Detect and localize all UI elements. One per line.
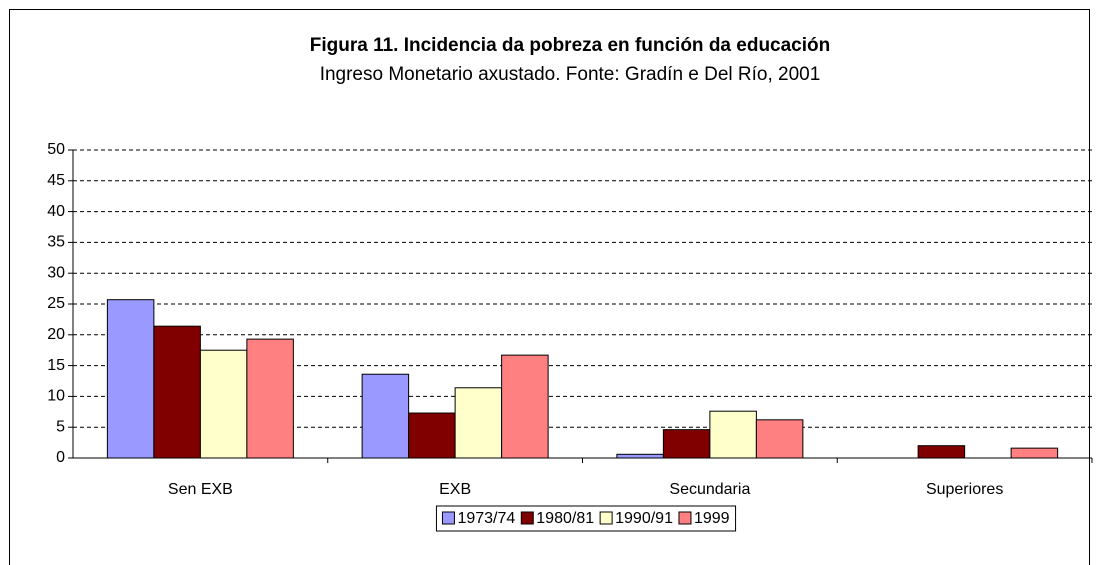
chart-subtitle: Ingreso Monetario axustado. Fonte: Gradí… <box>320 64 821 85</box>
bar <box>1010 447 1059 459</box>
bar <box>616 453 664 459</box>
legend-label: 1990/91 <box>615 510 673 527</box>
bar <box>408 412 456 459</box>
legend-swatch <box>520 511 534 525</box>
y-tick-label: 50 <box>47 141 65 158</box>
bar <box>755 419 804 459</box>
bar <box>709 410 757 459</box>
chart-frame <box>9 9 1090 565</box>
bar <box>199 349 248 459</box>
y-tick-label: 15 <box>47 357 65 374</box>
bar <box>106 299 155 459</box>
chart-title: Figura 11. Incidencia da pobreza en func… <box>310 35 831 56</box>
legend-label: 1980/81 <box>536 510 594 527</box>
y-tick-label: 40 <box>47 203 65 220</box>
legend-swatch <box>678 511 692 525</box>
bar <box>454 387 503 459</box>
bar <box>246 338 294 459</box>
y-tick-label: 20 <box>47 326 65 343</box>
y-tick-label: 35 <box>47 234 65 251</box>
x-tick-label: EXB <box>439 481 471 498</box>
y-tick-label: 0 <box>56 449 65 466</box>
legend-swatch <box>599 511 613 525</box>
legend-label: 1973/74 <box>457 510 515 527</box>
bar <box>361 373 410 459</box>
y-tick-label: 30 <box>47 264 65 281</box>
y-tick-label: 10 <box>47 388 65 405</box>
legend-swatch <box>441 511 455 525</box>
y-tick-label: 25 <box>47 295 65 312</box>
bar <box>917 445 966 459</box>
y-tick-label: 45 <box>47 172 65 189</box>
bar <box>501 354 549 459</box>
y-tick-label: 5 <box>56 418 65 435</box>
x-tick-label: Secundaria <box>669 481 750 498</box>
x-tick-label: Superiores <box>926 481 1003 498</box>
legend-label: 1999 <box>694 510 730 527</box>
bar <box>153 325 201 459</box>
bar <box>662 429 711 459</box>
x-tick-label: Sen EXB <box>168 481 233 498</box>
